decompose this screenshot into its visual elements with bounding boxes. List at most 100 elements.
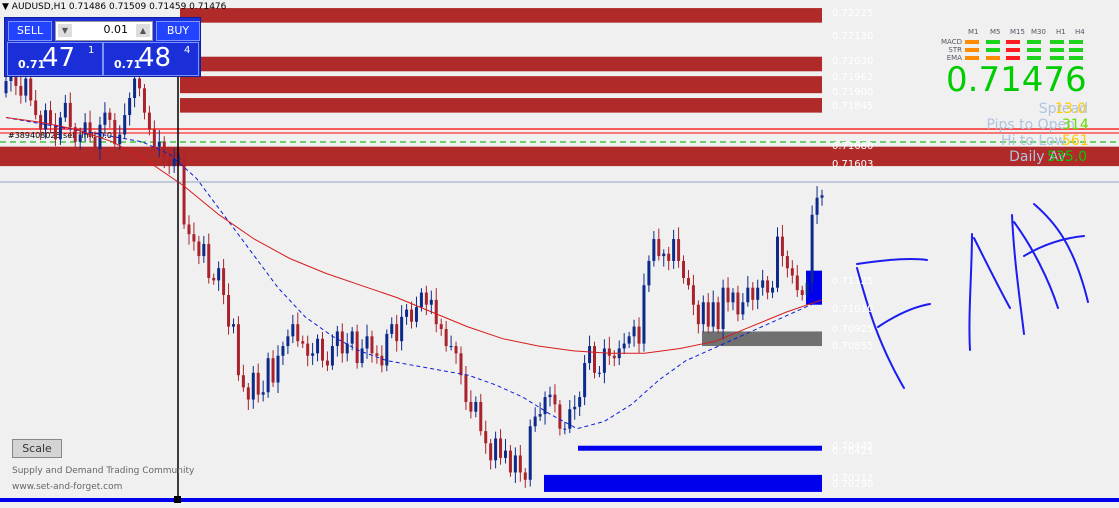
candle-body (93, 136, 97, 150)
price-level-label: 0.70855 (832, 341, 874, 353)
buy-price-point: 4 (184, 45, 191, 56)
candle-body (202, 243, 206, 257)
candle-body (177, 158, 181, 160)
tf-header: H4 (1075, 28, 1085, 36)
stat-label: Pips to Open (986, 117, 1075, 133)
candle-body (632, 326, 636, 337)
buy-price-button[interactable]: 0.71 48 4 (103, 42, 199, 76)
handwritten-stroke (856, 258, 928, 265)
candle-body (746, 287, 750, 303)
candle-body (444, 329, 448, 347)
lot-size-input[interactable]: 0.01 (103, 23, 129, 36)
candle-body (474, 401, 478, 412)
candle-body (350, 331, 354, 344)
candle-body (691, 285, 695, 305)
candle-body (523, 472, 527, 480)
fast-moving-average (5, 117, 823, 430)
stat-value: 561 (1062, 133, 1089, 149)
candle-body (553, 394, 557, 405)
candle-body (439, 324, 443, 330)
sell-price-button[interactable]: 0.71 47 1 (7, 42, 103, 76)
signal-cell (1069, 40, 1083, 44)
candle-body (682, 260, 686, 278)
candle-body (597, 372, 601, 374)
price-level-label: 0.71680 (832, 140, 874, 152)
candle-body (113, 119, 117, 145)
candle-body (286, 336, 290, 347)
candle-body (454, 346, 458, 354)
handwritten-stroke (968, 233, 973, 351)
price-level-label: 0.71125 (832, 275, 874, 287)
candle-body (355, 331, 359, 364)
price-level-label: 0.70290 (832, 478, 874, 490)
candle-body (340, 331, 344, 354)
signal-cell (986, 56, 1000, 60)
signal-cell (986, 48, 1000, 52)
candle-body (152, 129, 156, 147)
candle-body (231, 324, 235, 327)
candle-body (513, 455, 517, 473)
candle-body (548, 394, 552, 398)
signal-cell (965, 56, 979, 60)
candle-body (138, 78, 142, 89)
candle-body (711, 302, 715, 327)
candle-body (790, 268, 794, 276)
community-name: Supply and Demand Trading Community (12, 466, 195, 476)
price-level-label: 0.71962 (832, 72, 874, 84)
lines-layer: #389408026 sell limit 0.01 (0, 60, 1119, 503)
annotations-layer (856, 203, 1089, 389)
candle-body (390, 324, 394, 334)
sell-price-big: 47 (42, 43, 76, 73)
candle-body (449, 346, 453, 348)
candle-body (325, 360, 329, 366)
candle-body (296, 324, 300, 342)
price-level-label: 0.71900 (832, 87, 874, 99)
zones-layer (0, 8, 1119, 492)
tf-header: M30 (1031, 28, 1046, 36)
current-price-display: 0.71476 (946, 60, 1087, 100)
price-level-label: 0.71010 (832, 303, 874, 315)
candle-body (19, 85, 23, 96)
candle-body (301, 341, 305, 344)
supply-zone (180, 76, 822, 94)
lot-decrease-icon[interactable]: ▼ (58, 24, 72, 37)
stat-label: Spread (1038, 101, 1088, 117)
candle-body (612, 355, 616, 359)
signal-cell (1006, 40, 1020, 44)
signal-cell (1050, 48, 1064, 52)
candle-body (419, 292, 423, 308)
candle-body (400, 316, 404, 342)
signal-cell (1006, 56, 1020, 60)
candle-body (182, 158, 186, 225)
indicator-name: MACD (941, 38, 962, 46)
candle-body (686, 277, 690, 286)
candle-body (815, 197, 819, 215)
candles-layer (4, 62, 824, 488)
buy-button[interactable]: BUY (156, 21, 200, 41)
candle-body (578, 397, 582, 407)
candle-body (736, 292, 740, 315)
candle-body (538, 414, 542, 417)
tf-header: H1 (1056, 28, 1066, 36)
candle-body (147, 112, 151, 130)
price-level-label: 0.70312 (832, 473, 874, 485)
indicator-name: STR (948, 46, 962, 54)
candle-body (88, 122, 92, 137)
candle-body (410, 309, 414, 322)
website-link[interactable]: www.set-and-forget.com (12, 482, 123, 492)
candle-body (227, 294, 231, 327)
supply-zone (180, 98, 822, 113)
sell-button[interactable]: SELL (8, 21, 52, 41)
symbol-info: ▼ AUDUSD,H1 0.71486 0.71509 0.71459 0.71… (2, 2, 226, 12)
candle-body (622, 343, 626, 349)
lot-size-stepper[interactable]: ▼ 0.01 ▲ (55, 21, 153, 41)
lot-increase-icon[interactable]: ▲ (136, 24, 150, 37)
scale-button[interactable]: Scale (12, 439, 62, 458)
candle-body (508, 450, 512, 473)
candle-body (306, 343, 310, 356)
candle-body (588, 346, 592, 364)
signal-cell (1050, 40, 1064, 44)
tf-header: M1 (968, 28, 979, 36)
